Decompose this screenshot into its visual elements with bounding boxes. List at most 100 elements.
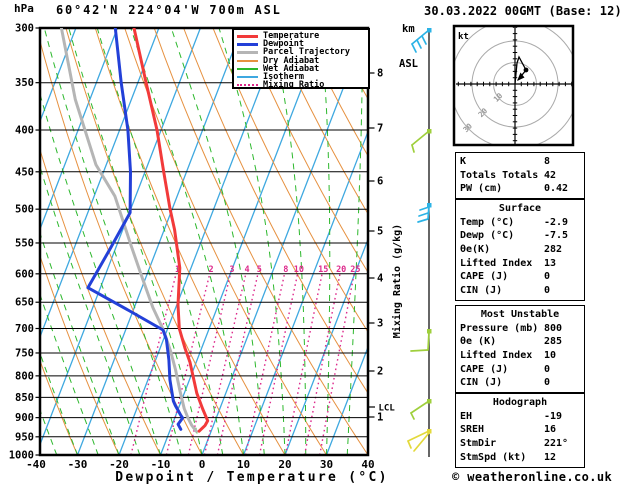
pressure-tick-label: 450 <box>15 166 34 178</box>
mixing-ratio-label: 20 <box>336 265 346 275</box>
legend-item: Mixing Ratio <box>237 81 368 89</box>
panel-section: Surface Temp (°C) -2.9 Dewp (°C) -7.5 θe(K) 28… <box>455 199 585 301</box>
panel-row-value: 8 <box>544 156 551 167</box>
isotherm-line <box>325 345 368 455</box>
dry-adiabat-line <box>271 28 368 215</box>
pressure-tick-label: 500 <box>15 204 34 216</box>
wind-barb <box>427 330 430 351</box>
panel-row-value: -19 <box>544 410 563 422</box>
panel-row-label: CIN (J) <box>460 285 503 297</box>
dry-adiabat-line <box>124 28 327 455</box>
panel-row-label: Temp (°C) <box>460 216 515 228</box>
panel-row: EH -19 <box>456 410 584 424</box>
mixing-ratio-label: 5 <box>257 265 262 275</box>
panel-row-label: CAPE (J) <box>460 271 509 283</box>
legend-item: Dry Adiabat <box>237 56 368 65</box>
legend-item-label: Parcel Trajectory <box>263 47 350 58</box>
wet-adiabat-line <box>319 28 331 455</box>
isobar-gridlines <box>40 27 368 456</box>
panel-row-label: CAPE (J) <box>460 363 509 375</box>
wind-barb-dot <box>427 429 432 434</box>
wind-barb-column <box>407 28 432 457</box>
panel-row: Lifted Index 13 <box>456 257 584 271</box>
datetime-label: 30.03.2022 00GMT (Base: 12) <box>424 4 622 18</box>
mixing-ratio-label: 25 <box>350 265 360 275</box>
wet-adiabat-line <box>170 28 265 455</box>
wet-adiabat-line <box>40 351 78 455</box>
hodograph-frame <box>452 24 575 147</box>
wind-barb <box>410 412 415 420</box>
dry-adiabat-line <box>153 28 368 455</box>
legend-item: Wet Adiabat <box>237 65 368 73</box>
wind-barb-dot <box>427 203 432 208</box>
legend-line-sample <box>237 34 258 38</box>
panel-row: Lifted Index 10 <box>456 349 584 363</box>
panel-row: CIN (J) 0 <box>456 376 584 390</box>
panel-row-label: Totals Totals <box>460 169 539 181</box>
panel-row-value: 0 <box>544 271 551 283</box>
wet-adiabat-line <box>270 28 307 455</box>
mixing-ratio-label: 2 <box>209 265 214 275</box>
km-tick-label: 7 <box>377 123 383 135</box>
panel-section: K 8 Totals Totals 42 PW (cm) 0.42 <box>455 152 585 199</box>
panel-section-title: Surface <box>498 203 542 214</box>
wind-barb <box>413 432 430 452</box>
panel-row-value: -2.9 <box>544 216 569 228</box>
dry-adiabat-line <box>300 28 368 157</box>
panel-row: Dewp (°C) -7.5 <box>456 229 584 243</box>
wet-adiabat-line <box>0 28 15 455</box>
legend-item: Dewpoint <box>237 40 368 49</box>
panel-row-label: Pressure (mb) <box>460 322 539 334</box>
wet-adiabat-line <box>218 28 286 455</box>
legend-line-sample <box>237 84 258 87</box>
wind-barb <box>407 440 412 449</box>
panel-row-value: 0 <box>544 285 551 297</box>
lcl-label: LCL <box>379 404 396 414</box>
panel-row: CAPE (J) 0 <box>456 363 584 377</box>
panel-row-value: 0 <box>544 377 551 389</box>
x-axis-title: Dewpoint / Temperature (°C) <box>115 470 388 485</box>
panel-row: Totals Totals 42 <box>456 169 584 183</box>
pressure-tick-label: 400 <box>15 125 34 137</box>
temperature-tick-label: -40 <box>26 458 46 471</box>
isotherm-line <box>40 28 202 447</box>
panel-row: SREH 16 <box>456 423 584 437</box>
pressure-tick-label: 650 <box>15 297 34 309</box>
wet-adiabat-line <box>40 293 99 455</box>
panel-row-label: StmSpd (kt) <box>460 451 527 463</box>
panel-row-value: 221° <box>544 438 569 450</box>
isotherm-line <box>40 28 77 124</box>
pressure-tick-label: 600 <box>15 268 34 280</box>
mixing-ratio-label: 1 <box>175 265 180 275</box>
legend-box: Temperature Dewpoint Parcel Trajectory Dry … <box>232 28 370 89</box>
wind-barb <box>411 29 430 45</box>
wet-adiabat-line <box>68 28 203 455</box>
pressure-axis-unit: hPa <box>14 2 34 15</box>
mixing-ratio-line <box>244 273 286 455</box>
pressure-tick-label: 950 <box>15 431 34 443</box>
isotherm-line <box>201 28 368 455</box>
km-tick-label: 3 <box>377 318 383 330</box>
isotherm-line <box>40 28 119 231</box>
sounding-profiles <box>59 28 210 433</box>
isotherm-line <box>159 28 326 455</box>
mixing-ratio-line <box>203 273 247 455</box>
panel-section-title: Hodograph <box>492 397 548 408</box>
legend-item-label: Mixing Ratio <box>263 80 325 91</box>
panel-row-value: -7.5 <box>544 230 569 242</box>
panel-row: PW (cm) 0.42 <box>456 182 584 196</box>
altitude-axis-unit-km: km <box>402 23 415 35</box>
wind-barb <box>421 35 427 45</box>
panel-row-label: Lifted Index <box>460 350 533 362</box>
temperature-tick-label: 20 <box>278 458 291 471</box>
temperature-tick-label: 40 <box>361 458 374 471</box>
km-tick-label: 8 <box>377 68 383 80</box>
wind-barb-dot <box>427 399 432 404</box>
temperature-line <box>132 28 210 433</box>
credit: © weatheronline.co.uk <box>452 470 613 484</box>
wind-barb <box>407 430 430 442</box>
mixing-ratio-label: 15 <box>318 265 328 275</box>
